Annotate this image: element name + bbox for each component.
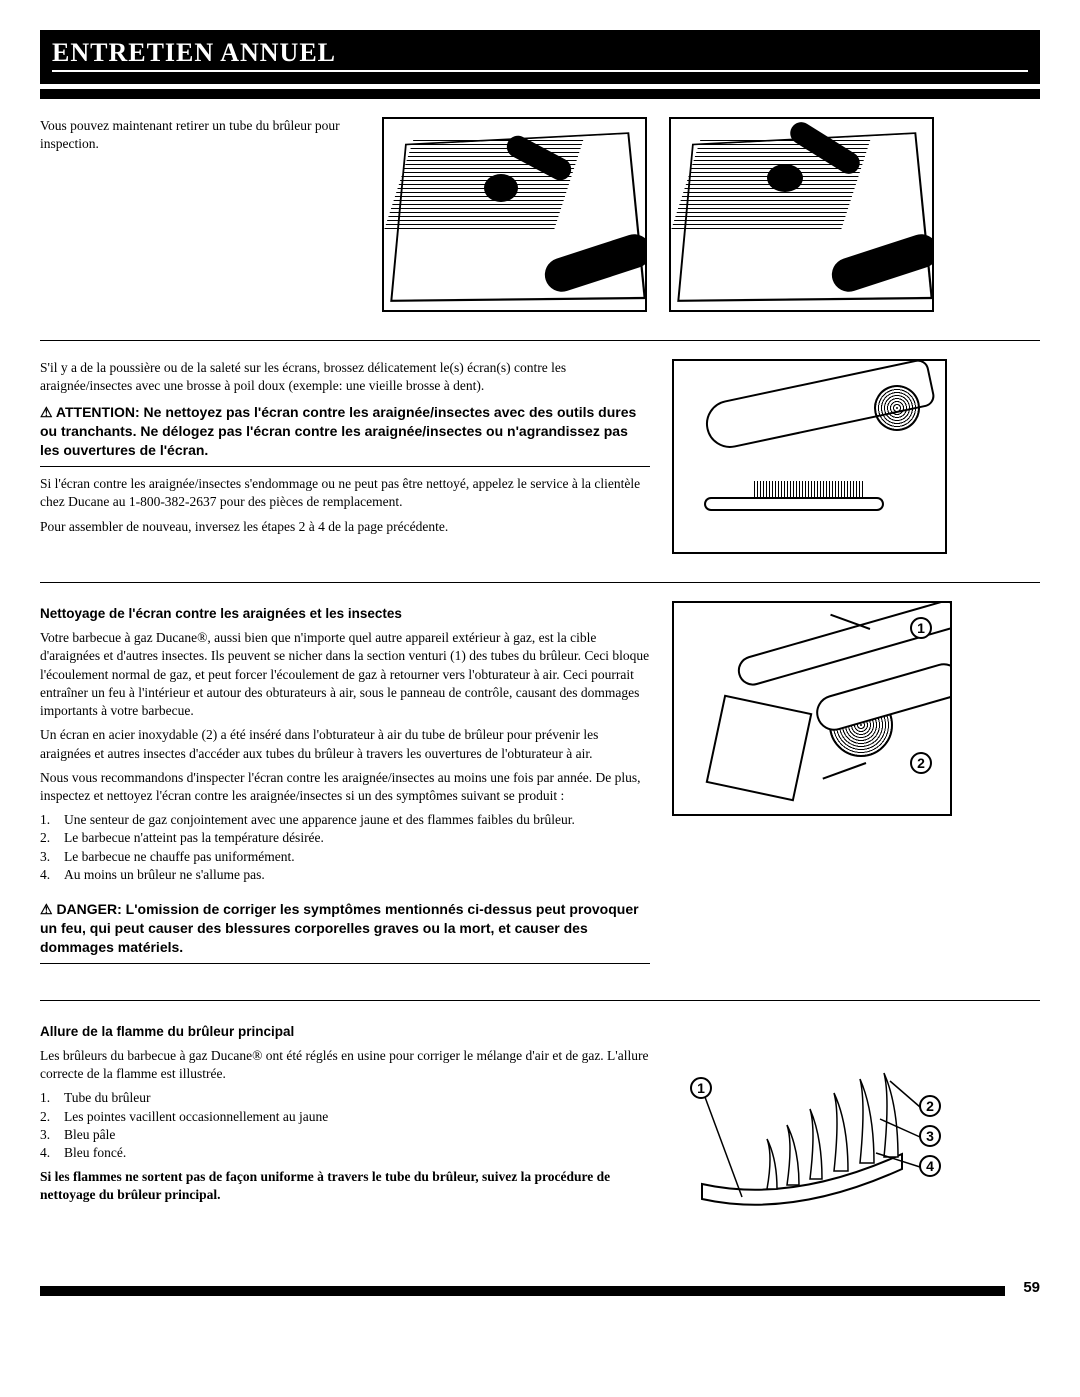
illustration-venturi: 1 2 xyxy=(672,601,952,816)
section4-heading: Allure de la flamme du brûleur principal xyxy=(40,1023,650,1041)
list-item: Le barbecue n'atteint pas la température… xyxy=(64,829,324,847)
header-divider xyxy=(40,89,1040,99)
section-remove-tube: Vous pouvez maintenant retirer un tube d… xyxy=(40,117,1040,312)
list-item: Au moins un brûleur ne s'allume pas. xyxy=(64,866,265,884)
illustration-remove-tube-1 xyxy=(382,117,647,312)
footer: 59 xyxy=(40,1279,1040,1296)
page-number: 59 xyxy=(1023,1279,1040,1296)
section3-heading: Nettoyage de l'écran contre les araignée… xyxy=(40,605,650,623)
section2-intro: S'il y a de la poussière ou de la saleté… xyxy=(40,359,650,395)
header-bar: ENTRETIEN ANNUEL xyxy=(40,30,1040,87)
section3-list: 1.Une senteur de gaz conjointement avec … xyxy=(40,811,650,884)
callout-2: 2 xyxy=(910,752,932,774)
callout-1: 1 xyxy=(910,617,932,639)
section3-p2: Un écran en acier inoxydable (2) a été i… xyxy=(40,726,650,762)
section1-intro: Vous pouvez maintenant retirer un tube d… xyxy=(40,117,360,153)
section-spider-screen: Nettoyage de l'écran contre les araignée… xyxy=(40,601,1040,972)
section-flame: Allure de la flamme du brûleur principal… xyxy=(40,1019,1040,1239)
attention-warning: ⚠ ATTENTION: Ne nettoyez pas l'écran con… xyxy=(40,403,650,467)
flame-svg xyxy=(672,1019,947,1239)
divider xyxy=(40,340,1040,341)
section2-after2: Pour assembler de nouveau, inversez les … xyxy=(40,518,650,536)
divider xyxy=(40,582,1040,583)
list-item: Bleu foncé. xyxy=(64,1144,126,1162)
illustration-flame: 1 2 3 4 xyxy=(672,1019,947,1239)
section2-after1: Si l'écran contre les araignée/insectes … xyxy=(40,475,650,511)
footer-bar xyxy=(40,1286,1005,1296)
callout-4: 4 xyxy=(919,1155,941,1177)
section3-p1: Votre barbecue à gaz Ducane®, aussi bien… xyxy=(40,629,650,720)
list-item: Bleu pâle xyxy=(64,1126,115,1144)
callout-3: 3 xyxy=(919,1125,941,1147)
list-item: Le barbecue ne chauffe pas uniformément. xyxy=(64,848,295,866)
illustration-brush xyxy=(672,359,947,554)
list-item: Une senteur de gaz conjointement avec un… xyxy=(64,811,575,829)
section-brush-screen: S'il y a de la poussière ou de la saleté… xyxy=(40,359,1040,554)
section4-p1: Les brûleurs du barbecue à gaz Ducane® o… xyxy=(40,1047,650,1083)
danger-warning: ⚠ DANGER: L'omission de corriger les sym… xyxy=(40,900,650,964)
callout-2: 2 xyxy=(919,1095,941,1117)
list-item: Les pointes vacillent occasionnellement … xyxy=(64,1108,328,1126)
section4-note: Si les flammes ne sortent pas de façon u… xyxy=(40,1168,650,1204)
page-title: ENTRETIEN ANNUEL xyxy=(52,38,1028,68)
callout-1: 1 xyxy=(690,1077,712,1099)
illustration-remove-tube-2 xyxy=(669,117,934,312)
section4-list: 1.Tube du brûleur 2.Les pointes vacillen… xyxy=(40,1089,650,1162)
list-item: Tube du brûleur xyxy=(64,1089,151,1107)
section3-p3: Nous vous recommandons d'inspecter l'écr… xyxy=(40,769,650,805)
illustration-pair xyxy=(382,117,934,312)
divider xyxy=(40,1000,1040,1001)
